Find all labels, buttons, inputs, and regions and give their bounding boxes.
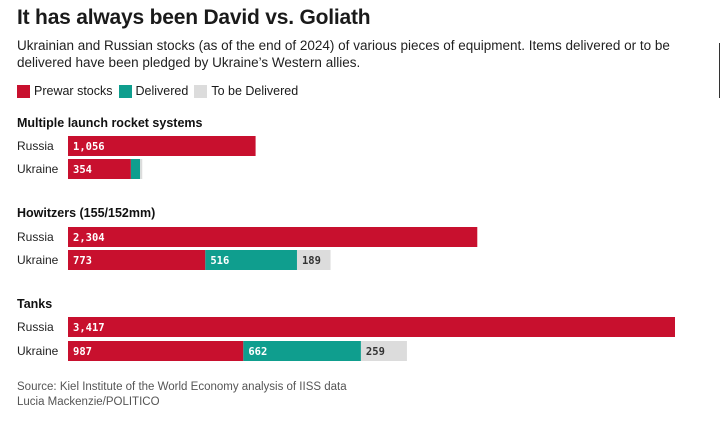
bar-value-label: 189 — [302, 255, 321, 267]
chart-title: It has always been David vs. Goliath — [17, 6, 371, 29]
bar-value-label: 2,304 — [73, 232, 105, 244]
bar-value-label: 354 — [73, 164, 92, 176]
bar-group: Howitzers (155/152mm) Russia 2,304 Ukraine 7… — [17, 206, 478, 270]
bar-segment-prewar — [68, 136, 256, 156]
bar-value-label: 1,056 — [73, 141, 105, 153]
legend-item-to-be-delivered: To be Delivered — [194, 84, 298, 98]
bar-segment-delivered — [130, 159, 141, 179]
bar-value-label: 3,417 — [73, 322, 105, 334]
bar-segment-delivered — [205, 250, 297, 270]
chart-subtitle: Ukrainian and Russian stocks (as of the … — [17, 38, 670, 70]
bar-segment-to-be-delivered — [296, 250, 331, 270]
bar-segment-prewar — [68, 159, 131, 179]
legend-item-delivered: Delivered — [118, 84, 189, 98]
row-label: Ukraine — [17, 344, 59, 358]
bar-value-label: 516 — [210, 255, 229, 267]
bar-segment-prewar — [68, 227, 478, 247]
bar-value-label: 662 — [248, 346, 267, 358]
bar-group: Tanks Russia 3,417 Ukraine 987 662 259 — [17, 297, 675, 361]
bar-segment-to-be-delivered — [360, 341, 407, 361]
footer: Source: Kiel Institute of the World Econ… — [17, 380, 347, 410]
edge-divider — [719, 43, 720, 98]
bar-segment-prewar — [68, 341, 244, 361]
group-title: Tanks — [17, 297, 52, 311]
legend-label-prewar: Prewar stocks — [34, 84, 113, 98]
bar-group: Multiple launch rocket systems Russia 1,05… — [17, 116, 256, 179]
bar-value-label: 987 — [73, 346, 92, 358]
bar-segment-prewar — [68, 250, 206, 270]
row-label: Ukraine — [17, 253, 59, 267]
row-label: Ukraine — [17, 162, 59, 176]
row-label: Russia — [17, 139, 54, 153]
legend-item-prewar: Prewar stocks — [17, 84, 113, 98]
bar-segment-delivered — [243, 341, 361, 361]
bar-segment-prewar — [68, 317, 675, 337]
bar-value-label: 773 — [73, 255, 92, 267]
legend-swatch-prewar — [17, 84, 30, 98]
row-label: Russia — [17, 230, 54, 244]
legend-swatch-delivered — [118, 84, 132, 98]
bar-segment-to-be-delivered — [140, 159, 143, 179]
row-label: Russia — [17, 320, 54, 334]
legend-label-to-be-delivered: To be Delivered — [211, 84, 299, 98]
credit-note: Lucia Mackenzie/POLITICO — [17, 396, 160, 408]
legend: Prewar stocks Delivered To be Delivered — [17, 84, 304, 98]
group-title: Howitzers (155/152mm) — [17, 206, 155, 220]
legend-swatch-to-be-delivered — [194, 84, 208, 98]
bar-value-label: 259 — [366, 346, 385, 358]
source-note: Source: Kiel Institute of the World Econ… — [17, 381, 347, 393]
legend-label-delivered: Delivered — [135, 84, 189, 98]
group-title: Multiple launch rocket systems — [17, 116, 203, 130]
